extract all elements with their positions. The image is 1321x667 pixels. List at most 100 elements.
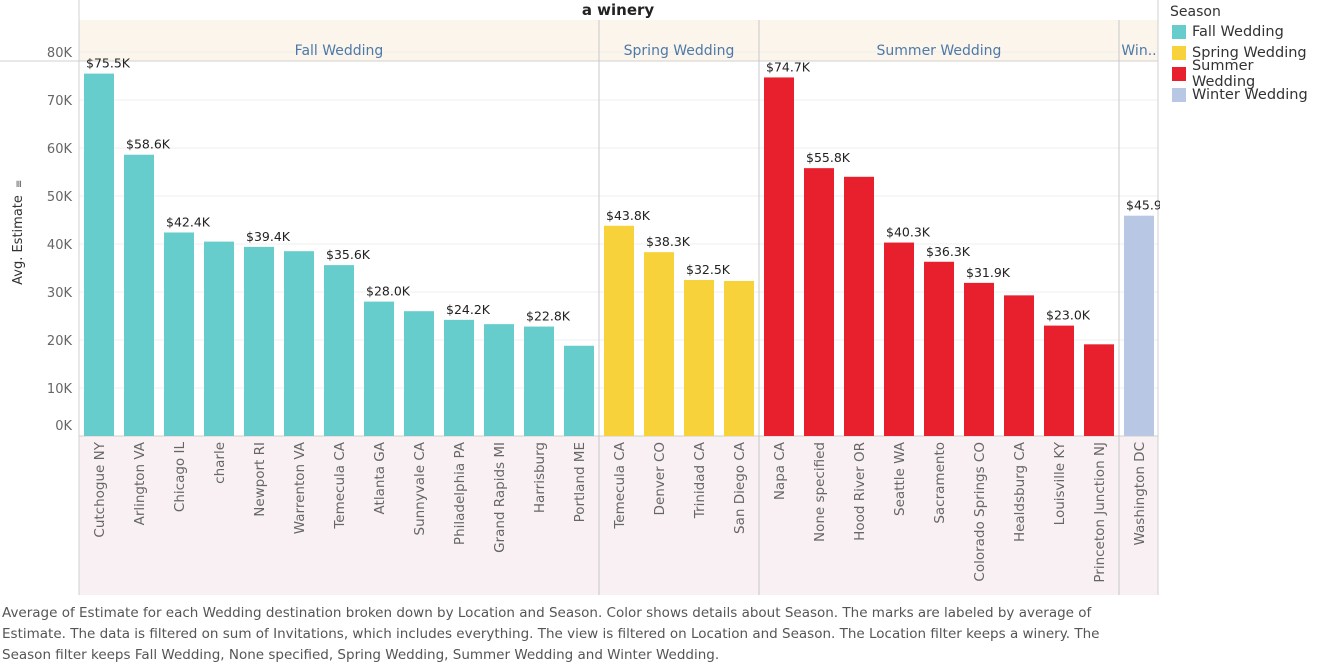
- bar: [124, 154, 154, 436]
- x-tick-label: Newport RI: [252, 442, 268, 517]
- x-tick-label: Temecula CA: [332, 441, 348, 529]
- group-header: Fall Wedding: [295, 43, 384, 59]
- bar: [324, 265, 354, 436]
- y-axis-label: Avg. Estimate: [11, 195, 26, 285]
- x-tick-label: charle: [212, 442, 228, 484]
- x-tick-label: Healdsburg CA: [1012, 441, 1028, 542]
- header-band: [79, 20, 1158, 61]
- legend-swatch: [1172, 46, 1186, 60]
- group-header: Win..: [1121, 43, 1156, 59]
- x-tick-label: Seattle WA: [892, 441, 908, 516]
- data-label: $31.9K: [966, 265, 1011, 280]
- bar: [724, 280, 754, 436]
- legend-item[interactable]: Fall Wedding: [1172, 22, 1284, 42]
- bar: [284, 251, 314, 436]
- bar: [364, 301, 394, 436]
- data-label: $28.0K: [366, 284, 411, 299]
- bar: [484, 324, 514, 436]
- group-header: Summer Wedding: [877, 43, 1002, 59]
- y-tick-label: 70K: [47, 94, 73, 109]
- x-tick-label: Sunnyvale CA: [412, 441, 428, 535]
- sort-icon: ≡: [14, 180, 25, 188]
- data-label: $75.5K: [86, 56, 131, 71]
- data-label: $23.0K: [1046, 308, 1091, 323]
- y-tick-label: 10K: [47, 382, 73, 397]
- legend-title: Season: [1170, 4, 1221, 20]
- legend-label: Summer Wedding: [1191, 58, 1256, 90]
- data-label: $35.6K: [326, 247, 371, 262]
- x-axis-band: [79, 436, 1158, 595]
- x-tick-label: Trinidad CA: [692, 441, 708, 519]
- legend-item[interactable]: Summer Wedding: [1172, 58, 1321, 90]
- bar: [1124, 215, 1154, 436]
- bar: [564, 345, 594, 436]
- x-tick-label: Hood River OR: [852, 442, 868, 541]
- bar: [524, 326, 554, 436]
- chart-title: a winery: [582, 1, 655, 19]
- x-tick-label: Arlington VA: [132, 441, 148, 525]
- data-label: $32.5K: [686, 262, 731, 277]
- bar: [204, 241, 234, 436]
- x-tick-label: Warrenton VA: [292, 441, 308, 534]
- bar: [404, 311, 434, 436]
- x-tick-label: Washington DC: [1132, 442, 1148, 545]
- x-tick-label: Denver CO: [652, 442, 668, 515]
- bar: [164, 232, 194, 436]
- x-tick-label: Napa CA: [772, 441, 788, 500]
- data-label: $55.8K: [806, 150, 851, 165]
- x-tick-label: Portland ME: [572, 442, 588, 522]
- bar: [84, 73, 114, 436]
- bar: [1084, 344, 1114, 436]
- y-tick-label: 20K: [47, 334, 73, 349]
- data-label: $42.4K: [166, 214, 211, 229]
- x-tick-label: Sacramento: [932, 442, 948, 524]
- x-tick-label: Atlanta GA: [372, 441, 388, 514]
- x-tick-label: San Diego CA: [732, 441, 748, 534]
- y-tick-label: 50K: [47, 190, 73, 205]
- x-tick-label: Colorado Springs CO: [972, 442, 988, 582]
- y-tick-label: 40K: [47, 238, 73, 253]
- x-tick-label: Louisville KY: [1052, 441, 1068, 525]
- x-tick-label: Grand Rapids MI: [492, 442, 508, 553]
- legend-label: Spring Wedding: [1192, 45, 1307, 61]
- chart-caption: Average of Estimate for each Wedding des…: [2, 605, 1100, 663]
- bar: [444, 319, 474, 436]
- data-label: $39.4K: [246, 229, 291, 244]
- bar: [684, 280, 714, 436]
- data-label: $40.3K: [886, 225, 931, 240]
- bar-chart: a winery 0K 10K 20K 30K 40K 50K 60K 70K 80K Avg. E…: [0, 0, 1160, 595]
- bar: [764, 77, 794, 436]
- bar: [884, 242, 914, 436]
- y-tick-label: 60K: [47, 142, 73, 157]
- data-label: $74.7K: [766, 59, 811, 74]
- legend-swatch: [1172, 67, 1186, 81]
- x-tick-label: None specified: [812, 442, 828, 542]
- data-label: $38.3K: [646, 234, 691, 249]
- y-tick-label: 80K: [47, 46, 73, 61]
- bar: [1044, 325, 1074, 436]
- bar: [844, 176, 874, 437]
- bar: [1004, 295, 1034, 436]
- group-header: Spring Wedding: [624, 43, 735, 59]
- x-tick-label: Harrisburg: [532, 442, 548, 513]
- legend-swatch: [1172, 25, 1186, 39]
- data-label: $43.8K: [606, 208, 651, 223]
- legend-item[interactable]: Winter Wedding: [1172, 85, 1308, 105]
- x-tick-label: Princeton Junction NJ: [1092, 442, 1108, 583]
- x-tick-label: Temecula CA: [612, 441, 628, 529]
- data-label: $58.6K: [126, 137, 171, 152]
- bar: [644, 252, 674, 436]
- bar: [804, 168, 834, 436]
- data-label: $24.2K: [446, 302, 491, 317]
- x-tick-label: Cutchogue NY: [92, 441, 108, 537]
- legend-label: Fall Wedding: [1192, 24, 1284, 40]
- bar: [964, 282, 994, 436]
- x-tick-label: Chicago IL: [172, 442, 188, 513]
- bar: [924, 261, 954, 436]
- bar: [244, 246, 274, 436]
- data-label: $22.8K: [526, 309, 571, 324]
- data-label: $36.3K: [926, 244, 971, 259]
- y-tick-label: 30K: [47, 286, 73, 301]
- bar: [604, 225, 634, 436]
- legend-item[interactable]: Spring Wedding: [1172, 43, 1307, 63]
